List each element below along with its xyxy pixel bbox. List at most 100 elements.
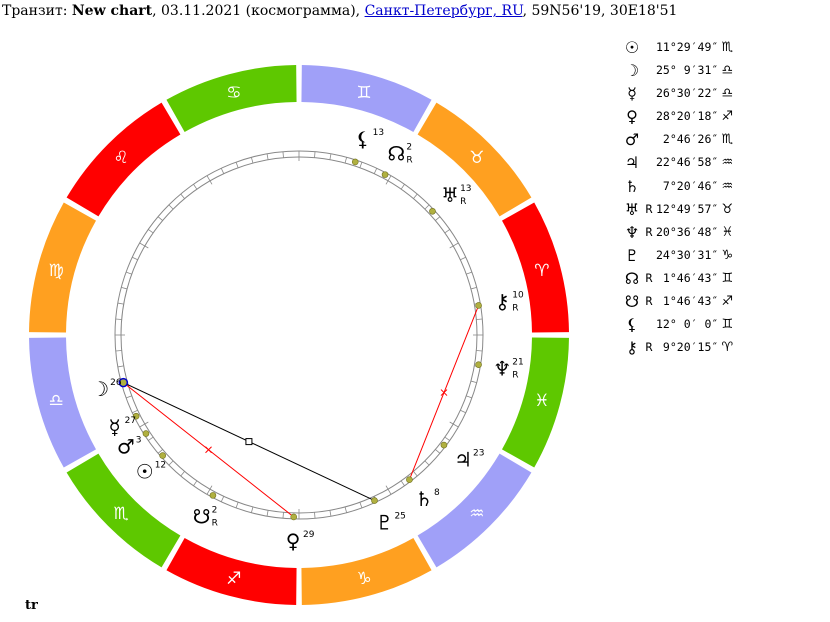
planet-glyph-icon: ☉ [624,38,640,57]
degree-tick [132,409,138,414]
mars-dot [142,430,150,437]
zodiac-segment-scorpio [66,453,181,568]
degree-tick [344,506,348,513]
zodiac-segment-cancer [166,65,297,133]
position-degrees: 2°46′26″ [656,132,719,147]
position-row: ☽ 25° 9′31″ ♎ [622,59,736,82]
degree-tick [435,449,441,454]
degree-tick [115,350,122,352]
sign-glyph-icon: ♒ [721,155,734,171]
degree-tick [400,184,405,190]
planet-glyph-icon: ☋ [624,292,640,312]
degree-tick [168,204,174,210]
lilith-dot [351,158,359,166]
jupiter-dot [440,441,448,449]
sign-glyph-icon: ♓ [721,224,734,240]
southnode-retro-label: R [212,519,218,529]
retro-flag [642,175,656,198]
neptune-icon: ♆ [493,357,511,381]
degree-tick [180,471,185,477]
city-link[interactable]: Санкт-Петербург, RU [364,3,523,19]
degree-tick [359,161,363,168]
position-row: ☿ 26°30′22″ ♎ [622,82,736,105]
zodiac-segment-libra [29,337,97,468]
position-degrees: 22°46′58″ [656,155,719,170]
retro-flag [642,313,656,336]
chart-header: Транзит: New chart, 03.11.2021 (космогра… [2,3,677,19]
position-degrees: 28°20′18″ [656,109,719,124]
planet-glyph-icon: ♀ [626,107,638,127]
position-row: ☋ R 1°46′43″ ♐ [622,290,736,313]
position-row: ☊ R 1°46′43″ ♊ [622,267,736,290]
degree-tick [121,286,128,290]
zodiac-segment-sagittarius [166,537,297,605]
southnode-degree-label: 2 [212,506,218,516]
degree-tick [157,449,163,454]
southnode-dot [209,492,217,499]
degree-tick [132,256,138,261]
planet-glyph-icon: ☽ [624,61,640,81]
venus-icon: ♀ [286,529,301,553]
retro-flag: R [645,201,653,216]
degree-tick [193,480,198,486]
retro-flag [642,244,656,267]
zodiac-segment-pisces [501,337,569,468]
degree-tick [344,157,348,164]
degree-tick [117,302,124,305]
mercury-icon: ☿ [109,415,121,439]
jupiter-degree-label: 23 [473,449,484,459]
degree-tick [157,216,163,221]
degree-tick [250,157,254,164]
sign-glyph-icon: ♎ [721,63,734,79]
degree-tick [444,436,450,441]
degree-tick [206,175,213,185]
node-dot [381,171,389,178]
zodiac-segment-aquarius [417,453,532,568]
retro-flag: R [645,224,653,239]
header-prefix: Транзит: [2,3,72,19]
planet-glyph-icon: ☿ [627,84,637,104]
sign-glyph-icon: ♏ [721,132,734,148]
planet-glyph-icon: ♂ [624,130,640,150]
degree-tick [180,193,185,199]
retro-flag [642,59,656,82]
degree-tick [449,421,459,428]
saturn-dot [406,476,413,483]
degree-tick [139,421,149,428]
zodiac-segment-aries [501,202,569,333]
mercury-dot [132,412,140,420]
position-degrees: 25° 9′31″ [656,63,719,78]
moon-icon: ☽ [91,377,109,401]
retro-flag: R [645,294,653,309]
retro-flag [642,105,656,128]
lilith-degree-label: 13 [373,128,384,138]
degree-tick [220,496,225,502]
node-retro-label: R [406,155,412,165]
sun-icon: ☉ [136,459,154,483]
neptune-degree-label: 21 [512,358,523,368]
chiron-icon: ⚷ [495,290,510,314]
zodiac-segment-capricorn [301,537,432,605]
header-date-mode: , 03.11.2021 (космограмма), [152,3,365,19]
degree-tick [329,153,332,160]
degree-tick [476,318,483,320]
position-row: ♂ 2°46′26″ ♏ [622,128,736,151]
degree-tick [470,286,477,290]
position-row: ♅ R 12°49′57″ ♉ [622,198,736,221]
planet-glyph-icon: ♅ [624,199,640,219]
degree-tick [266,153,269,160]
planet-glyph-icon: ♄ [624,176,640,196]
zodiac-glyph-capricorn: ♑ [356,569,371,589]
degree-tick [466,395,473,399]
degree-tick [476,350,483,352]
aspect-marker-square [245,438,253,446]
retro-flag [642,128,656,151]
degree-tick [282,151,284,158]
degree-tick [460,409,466,414]
uranus-dot [429,207,436,215]
aspect-marker-x [205,446,212,454]
degree-tick [385,485,392,495]
planet-glyph-icon: ♇ [624,245,640,265]
degree-tick [449,242,459,249]
